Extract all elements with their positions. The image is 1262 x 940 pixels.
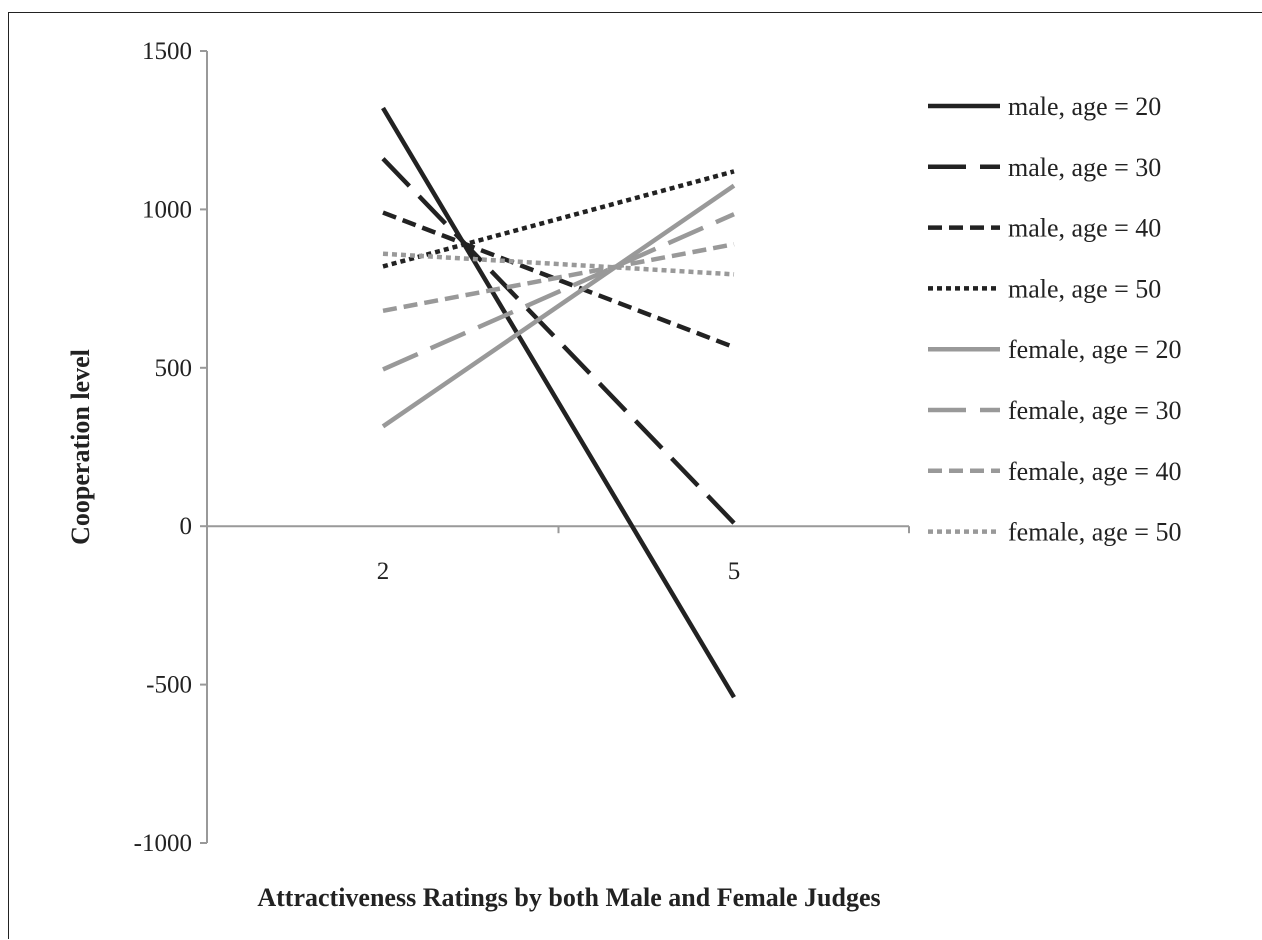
y-tick-label: 1000 [142, 196, 192, 223]
y-axis-title: Cooperation level [66, 349, 95, 545]
legend-label-female-age-40: female, age = 40 [1008, 457, 1181, 486]
x-tick-label: 2 [377, 558, 390, 585]
legend-label-female-age-30: female, age = 30 [1008, 396, 1181, 425]
axes: 1500 1000 500 0 -500 -1000 2 5 [134, 38, 910, 857]
legend-label-male-age-20: male, age = 20 [1008, 92, 1161, 121]
series-line-female-age-40 [382, 242, 735, 313]
chart-frame: Cooperation level Attractiveness Ratings… [8, 12, 1262, 939]
series-line-male-age-30 [381, 157, 736, 525]
legend-label-female-age-50: female, age = 50 [1008, 518, 1181, 547]
series-line-male-age-20 [381, 106, 736, 699]
series-line-female-age-20 [381, 183, 736, 429]
y-tick-label: 1500 [142, 38, 192, 65]
y-tick-label: -1000 [134, 830, 192, 857]
legend-label-male-age-30: male, age = 30 [1008, 153, 1161, 182]
legend: male, age = 20 male, age = 30 male, age = … [928, 92, 1181, 547]
legend-label-male-age-40: male, age = 40 [1008, 214, 1161, 243]
y-tick-label: 0 [180, 513, 193, 540]
legend-label-female-age-20: female, age = 20 [1008, 335, 1181, 364]
series-line-female-age-30 [382, 212, 735, 372]
series-line-male-age-50 [382, 169, 735, 269]
y-tick-label: -500 [146, 672, 192, 699]
legend-label-male-age-50: male, age = 50 [1008, 274, 1161, 303]
plot-area [381, 106, 736, 699]
y-tick-label: 500 [155, 355, 193, 382]
line-chart: Cooperation level Attractiveness Ratings… [66, 38, 1181, 912]
series-line-male-age-40 [382, 210, 735, 350]
x-axis-title: Attractiveness Ratings by both Male and … [257, 883, 880, 912]
x-tick-label: 5 [728, 558, 741, 585]
series-line-female-age-50 [382, 251, 735, 277]
